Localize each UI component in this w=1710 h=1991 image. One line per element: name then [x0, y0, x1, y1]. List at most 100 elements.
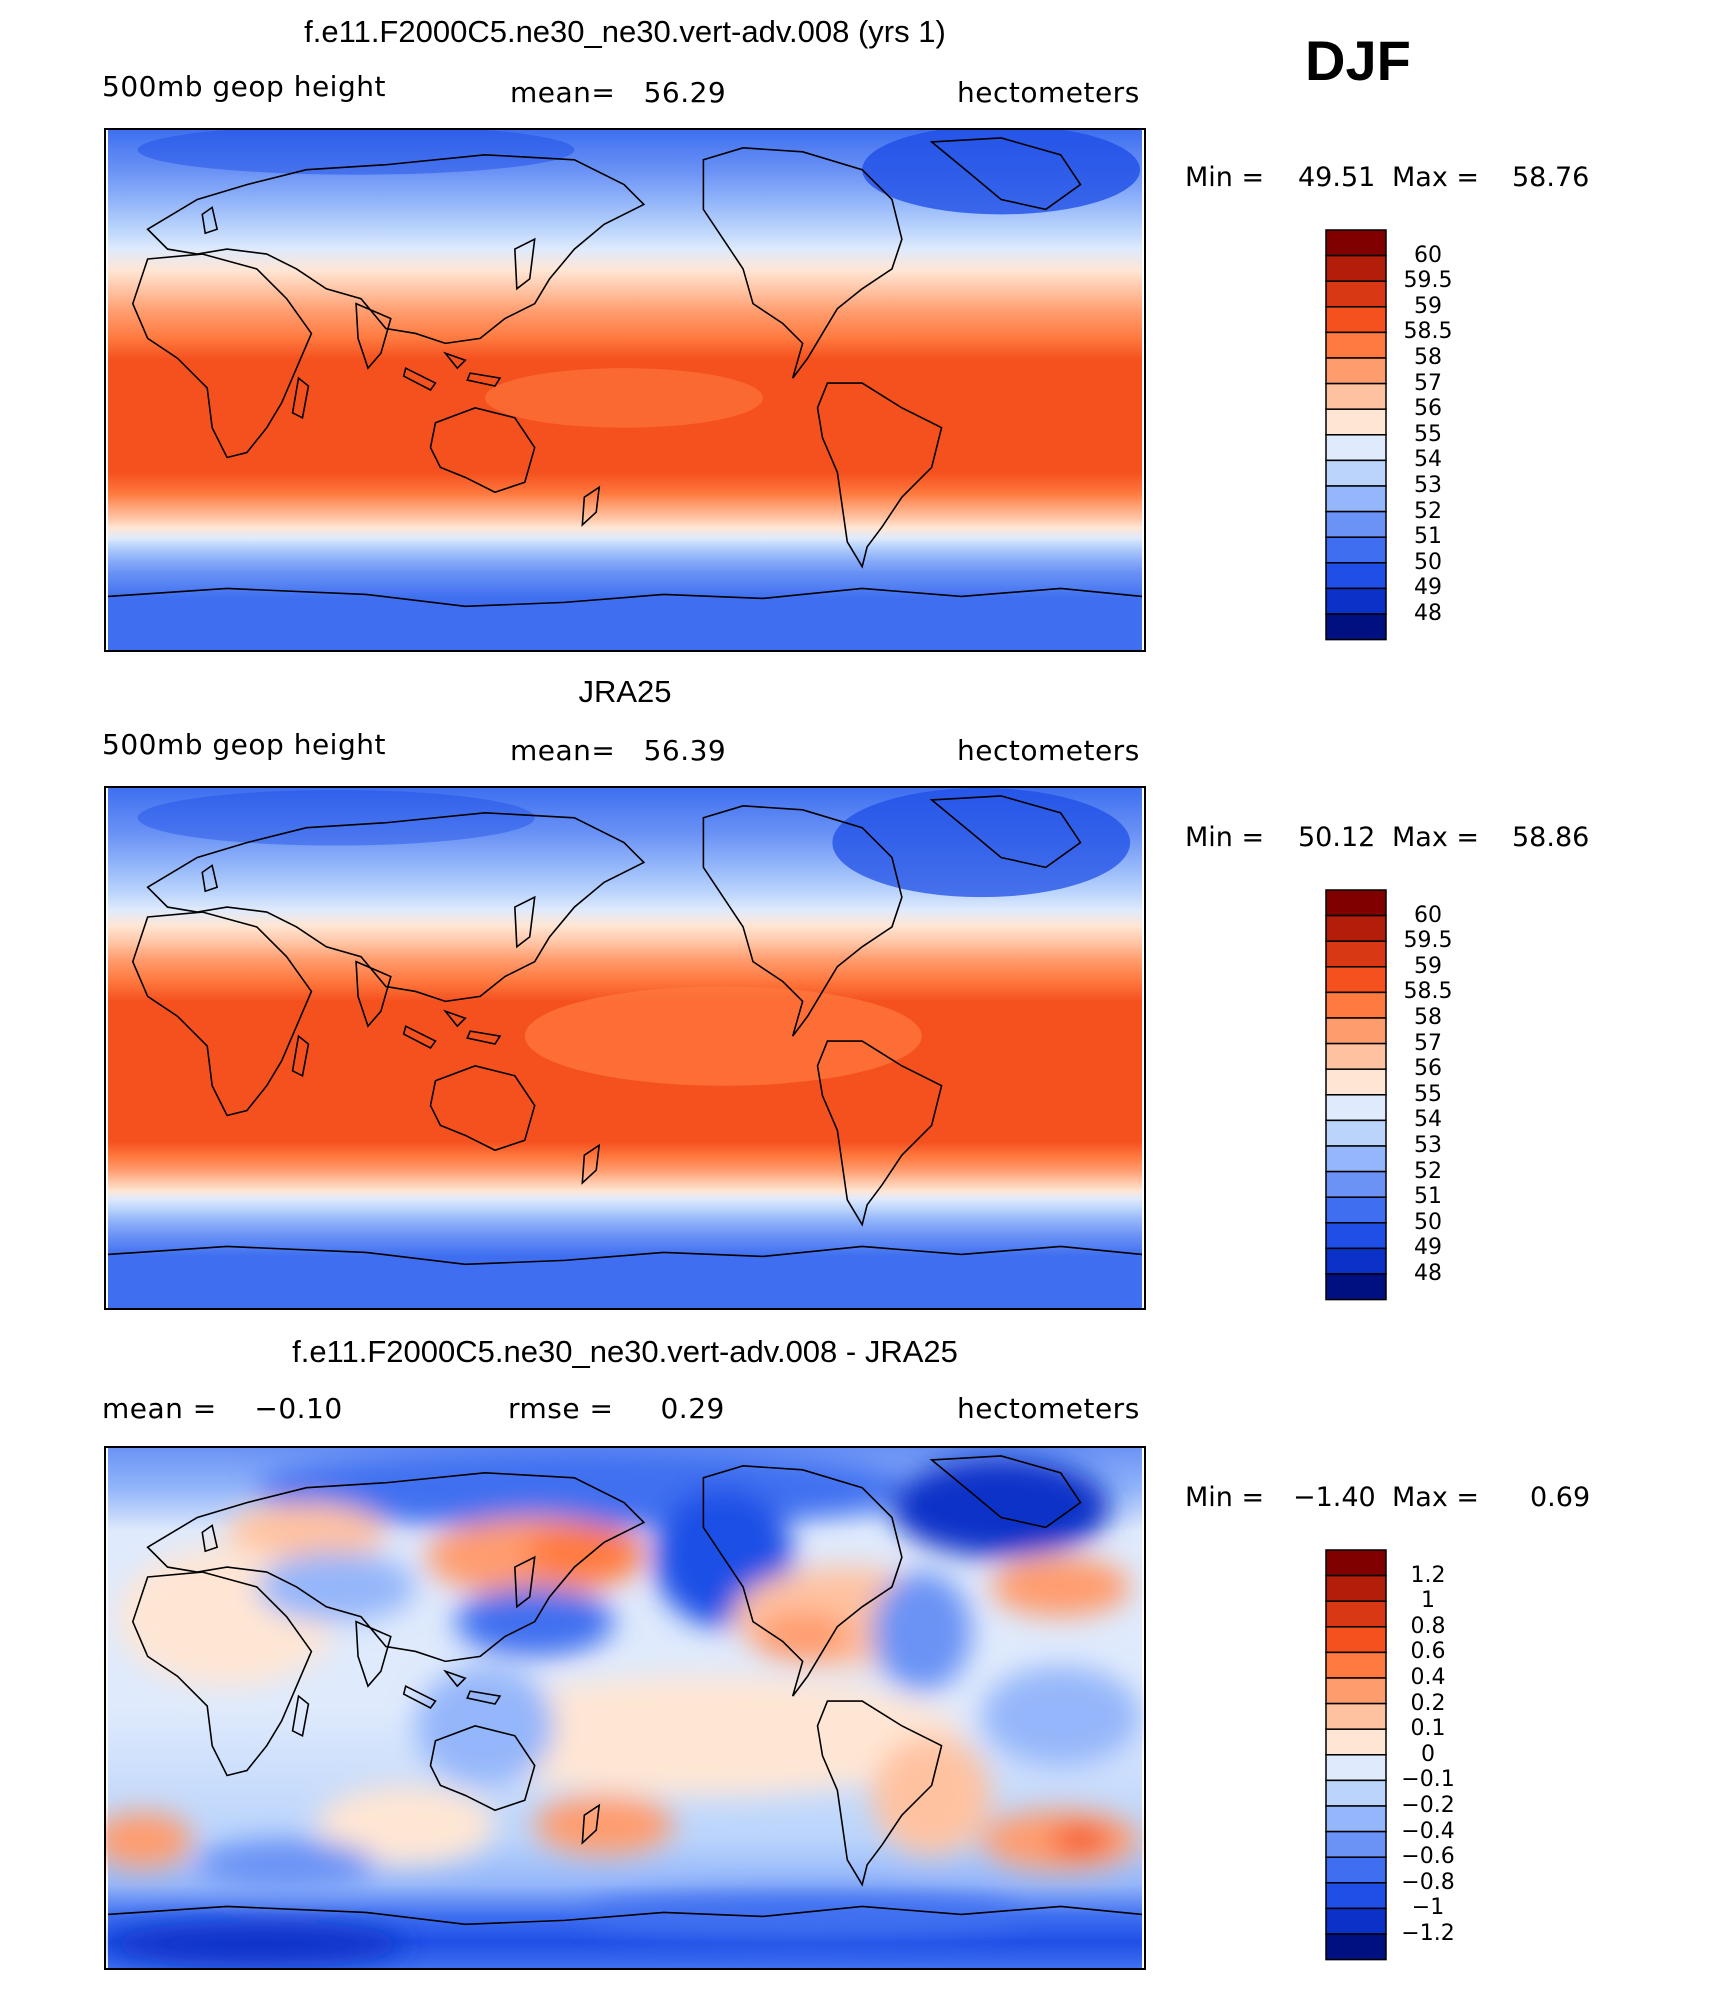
coastline	[201, 864, 219, 893]
coastline	[146, 1472, 646, 1663]
colorbar-tick-label: −0.6	[1401, 1844, 1455, 1870]
colorbar-swatch	[1325, 1754, 1387, 1782]
colorbar-swatch	[1325, 1247, 1387, 1275]
coastline	[402, 1669, 502, 1710]
panel-2-max-label: Max =	[1392, 822, 1480, 853]
panel-1-units-label: hectometers	[957, 76, 1140, 109]
colorbar-tick-label: 52	[1414, 498, 1442, 524]
colorbar-tick-label: −0.4	[1401, 1818, 1455, 1844]
coastline	[514, 237, 536, 291]
colorbar-swatch	[1325, 1805, 1387, 1833]
coastline	[107, 1905, 1143, 1926]
colorbar-tick-label: 50	[1414, 549, 1442, 575]
panel-3-min-value: −1.40	[1293, 1482, 1376, 1513]
colorbar-tick-label: 59.5	[1403, 268, 1453, 294]
coastline	[702, 147, 903, 379]
panel-2-units-label: hectometers	[957, 734, 1140, 767]
colorbar-swatch	[1325, 1779, 1387, 1807]
colorbar-tick-label: 60	[1414, 242, 1442, 268]
colorbar-swatch	[1325, 254, 1387, 282]
colorbar-tick-label: 0.1	[1410, 1716, 1446, 1742]
panel-1-min-value: 49.51	[1298, 162, 1376, 193]
coastline	[702, 805, 903, 1037]
coastline	[429, 1065, 536, 1152]
colorbar-swatch	[1325, 280, 1387, 308]
colorbar-swatch	[1325, 940, 1387, 968]
coastline	[291, 1694, 310, 1737]
colorbar-swatch	[1325, 562, 1387, 590]
colorbar-tick-label: 60	[1414, 902, 1442, 928]
colorbar-tick-label: 0.2	[1410, 1690, 1446, 1716]
colorbar-swatch	[1325, 1830, 1387, 1858]
panel-2-mean-label: mean= 56.39	[510, 734, 727, 767]
coastline	[929, 795, 1082, 869]
coastline	[291, 376, 310, 419]
colorbar-swatch	[1325, 408, 1387, 436]
coastline	[514, 895, 536, 949]
colorbar-swatch	[1325, 1933, 1387, 1961]
colorbar-swatch	[1325, 434, 1387, 462]
colorbar-tick-label: 55	[1414, 421, 1442, 447]
colorbar-tick-label: 56	[1414, 396, 1442, 422]
coastline	[514, 1555, 536, 1609]
colorbar-swatch	[1325, 1702, 1387, 1730]
panel-3-max-value: 0.69	[1530, 1482, 1591, 1513]
colorbar-tick-label: 1	[1421, 1588, 1435, 1614]
colorbar-tick-label: 0	[1421, 1741, 1435, 1767]
colorbar-tick-label: 52	[1414, 1158, 1442, 1184]
colorbar-swatch	[1325, 889, 1387, 917]
panel-2-max-value: 58.86	[1512, 822, 1590, 853]
colorbar-swatch	[1325, 1273, 1387, 1301]
colorbar-swatch	[1325, 1600, 1387, 1628]
colorbar-swatch	[1325, 1222, 1387, 1250]
colorbar-swatch	[1325, 459, 1387, 487]
colorbar-swatch	[1325, 966, 1387, 994]
coastline	[201, 1524, 219, 1553]
colorbar-swatch	[1325, 613, 1387, 641]
panel-1-min-label: Min =	[1185, 162, 1265, 193]
panel-2-variable-label: 500mb geop height	[102, 728, 386, 761]
colorbar-swatch	[1325, 1170, 1387, 1198]
colorbar-swatch	[1325, 357, 1387, 385]
colorbar-swatch	[1325, 1856, 1387, 1884]
colorbar-swatch	[1325, 229, 1387, 257]
colorbar-tick-label: 58.5	[1403, 319, 1453, 345]
colorbar-swatch	[1325, 914, 1387, 942]
colorbar-swatch	[1325, 510, 1387, 538]
panel-1-map	[104, 128, 1146, 652]
coastline	[581, 485, 601, 527]
colorbar-swatch	[1325, 1549, 1387, 1577]
colorbar-tick-label: 49	[1414, 575, 1442, 601]
colorbar-swatch	[1325, 331, 1387, 359]
coastline	[355, 960, 392, 1028]
coastline	[429, 1725, 536, 1812]
panel-3-title: f.e11.F2000C5.ne30_ne30.vert-adv.008 - J…	[292, 1334, 958, 1369]
colorbar-swatch	[1325, 1882, 1387, 1910]
colorbar-swatch	[1325, 1017, 1387, 1045]
panel-3-map	[104, 1446, 1146, 1970]
coastline	[355, 1620, 392, 1688]
colorbar-tick-label: 50	[1414, 1209, 1442, 1235]
colorbar-swatch	[1325, 1145, 1387, 1173]
colorbar-swatch	[1325, 991, 1387, 1019]
season-label: DJF	[1305, 29, 1411, 92]
coastline	[929, 137, 1082, 211]
colorbar-swatch	[1325, 1196, 1387, 1224]
colorbar-tick-label: 48	[1414, 1261, 1442, 1286]
coastline	[402, 1009, 502, 1050]
colorbar-tick-label: 49	[1414, 1235, 1442, 1261]
coastline	[131, 911, 313, 1117]
colorbar-tick-label: −1	[1411, 1895, 1445, 1921]
colorbar-tick-label: −0.1	[1401, 1767, 1455, 1793]
panel-1-mean-label: mean= 56.29	[510, 76, 727, 109]
coastline	[429, 407, 536, 494]
colorbar-tick-label: 53	[1414, 473, 1442, 498]
panel-1-variable-label: 500mb geop height	[102, 70, 386, 103]
colorbar-swatch	[1325, 1677, 1387, 1705]
colorbar-swatch	[1325, 306, 1387, 334]
panel-3-min-label: Min =	[1185, 1482, 1265, 1513]
colorbar-tick-label: 54	[1414, 1107, 1442, 1133]
colorbar-tick-label: 51	[1414, 1184, 1442, 1210]
panel-2-map	[104, 786, 1146, 1310]
colorbar-swatch	[1325, 1907, 1387, 1935]
